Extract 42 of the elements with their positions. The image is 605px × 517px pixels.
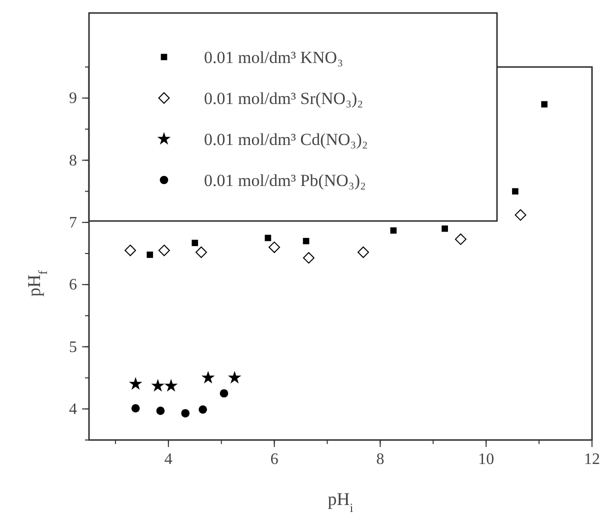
legend-label: 0.01 mol/dm³ Cd(NO₃)₂	[204, 130, 368, 149]
point	[196, 246, 207, 258]
x-tick-label: 12	[584, 451, 600, 468]
point	[146, 252, 154, 258]
point	[228, 370, 242, 384]
point	[164, 378, 178, 392]
point	[131, 404, 140, 412]
point	[512, 188, 518, 194]
point	[302, 252, 314, 264]
y-tick-label: 7	[69, 214, 77, 232]
point	[358, 246, 370, 258]
x-axis-title: pH$_{i}$	[328, 489, 354, 515]
y-tick-label: 4	[69, 400, 77, 418]
y-tick-label: 6	[69, 276, 77, 294]
x-tick-label: 4	[164, 451, 172, 468]
point	[198, 405, 208, 414]
point	[268, 242, 280, 254]
x-tick-label: 8	[376, 451, 384, 468]
point	[192, 240, 198, 246]
y-tick-label: 5	[69, 338, 77, 356]
point	[156, 406, 165, 415]
point	[390, 227, 397, 234]
point	[442, 225, 448, 232]
point	[128, 377, 142, 390]
x-tick-label: 10	[478, 451, 494, 468]
point	[220, 389, 228, 398]
point	[158, 244, 170, 256]
point	[151, 378, 164, 392]
y-tick-label: 9	[69, 90, 77, 108]
point	[181, 409, 190, 418]
y-tick-label: 8	[69, 152, 77, 170]
point	[201, 370, 215, 384]
x-tick-label: 6	[270, 451, 278, 468]
point	[302, 238, 310, 244]
legend-label: 0.01 mol/dm³ KNO₃	[204, 48, 344, 67]
legend-label: 0.01 mol/dm³ Sr(NO₃)₂	[204, 89, 364, 108]
point	[541, 101, 548, 108]
point	[264, 234, 272, 242]
point	[514, 209, 526, 221]
point	[124, 244, 136, 256]
point	[454, 233, 466, 245]
legend-label: 0.01 mol/dm³ Pb(NO₃)₂	[204, 171, 366, 190]
